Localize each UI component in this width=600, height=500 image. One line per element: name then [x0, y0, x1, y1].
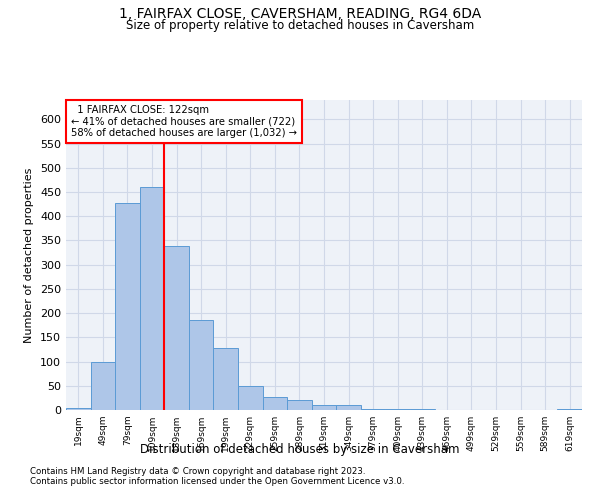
Bar — [164, 246, 189, 410]
Text: Contains public sector information licensed under the Open Government Licence v3: Contains public sector information licen… — [30, 477, 404, 486]
Text: Contains HM Land Registry data © Crown copyright and database right 2023.: Contains HM Land Registry data © Crown c… — [30, 467, 365, 476]
Text: Size of property relative to detached houses in Caversham: Size of property relative to detached ho… — [126, 18, 474, 32]
Bar — [263, 398, 287, 410]
Bar — [66, 408, 91, 410]
Text: 1, FAIRFAX CLOSE, CAVERSHAM, READING, RG4 6DA: 1, FAIRFAX CLOSE, CAVERSHAM, READING, RG… — [119, 8, 481, 22]
Bar — [312, 405, 336, 410]
Text: Distribution of detached houses by size in Caversham: Distribution of detached houses by size … — [140, 442, 460, 456]
Bar — [410, 409, 434, 410]
Bar — [238, 386, 263, 410]
Y-axis label: Number of detached properties: Number of detached properties — [25, 168, 34, 342]
Bar — [189, 320, 214, 410]
Bar — [336, 405, 361, 410]
Bar — [557, 408, 582, 410]
Bar — [385, 409, 410, 410]
Bar — [287, 400, 312, 410]
Bar — [214, 348, 238, 410]
Bar — [140, 187, 164, 410]
Bar — [91, 362, 115, 410]
Bar — [361, 408, 385, 410]
Text: 1 FAIRFAX CLOSE: 122sqm
← 41% of detached houses are smaller (722)
58% of detach: 1 FAIRFAX CLOSE: 122sqm ← 41% of detache… — [71, 104, 297, 138]
Bar — [115, 202, 140, 410]
